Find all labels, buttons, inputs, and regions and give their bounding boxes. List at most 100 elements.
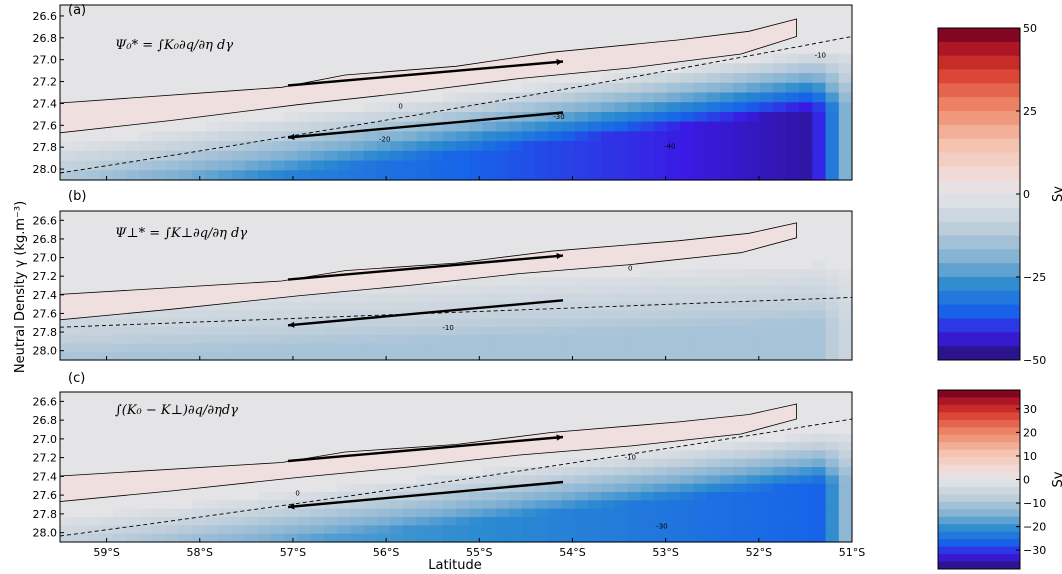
- heat-cell: [99, 141, 114, 152]
- heat-cell: [786, 268, 800, 278]
- heat-cell: [192, 508, 206, 518]
- heat-cell: [165, 351, 180, 361]
- heat-cell: [733, 302, 747, 311]
- heat-cell: [403, 517, 417, 526]
- heat-cell: [654, 170, 668, 181]
- heat-cell: [244, 170, 259, 181]
- heat-cell: [482, 318, 497, 328]
- heat-cell: [667, 73, 681, 84]
- heat-cell: [759, 310, 774, 320]
- heat-cell: [627, 475, 642, 485]
- heat-cell: [60, 170, 74, 181]
- heat-cell: [112, 533, 127, 543]
- heat-cell: [838, 268, 853, 278]
- heat-cell: [693, 450, 708, 460]
- heat-cell: [627, 458, 642, 468]
- heat-cell: [614, 467, 629, 476]
- heat-cell: [416, 111, 431, 123]
- heat-cell: [561, 121, 576, 132]
- heat-cell: [73, 343, 87, 353]
- panel-label: (b): [68, 189, 86, 204]
- heat-cell: [165, 533, 180, 543]
- heat-cell: [469, 277, 483, 287]
- heat-cell: [310, 141, 325, 152]
- heat-cell: [838, 335, 853, 345]
- heat-cell: [192, 310, 206, 320]
- heat-cell: [825, 500, 840, 510]
- heat-cell: [693, 285, 708, 295]
- heat-cell: [786, 170, 800, 181]
- heat-cell: [746, 335, 761, 345]
- heat-cell: [654, 111, 668, 123]
- heat-cell: [720, 475, 734, 485]
- heat-cell: [350, 310, 365, 320]
- contour-label: -10: [815, 52, 826, 60]
- heat-cell: [192, 318, 206, 328]
- heat-cell: [706, 450, 721, 460]
- colorbar-tick-label: −50: [1023, 354, 1046, 367]
- heat-cell: [614, 525, 629, 535]
- heat-cell: [390, 170, 404, 181]
- heat-cell: [693, 475, 708, 485]
- heat-cell: [733, 450, 747, 460]
- heat-cell: [786, 285, 800, 295]
- heat-cell: [825, 335, 840, 345]
- heat-cell: [640, 111, 655, 123]
- heat-cell: [601, 475, 615, 485]
- heat-cell: [812, 302, 827, 311]
- heat-cell: [139, 160, 153, 171]
- heat-cell: [442, 483, 457, 493]
- heat-cell: [126, 525, 140, 535]
- heat-cell: [363, 170, 378, 181]
- heat-cell: [588, 160, 602, 171]
- heat-cell: [680, 492, 695, 501]
- heat-cell: [495, 293, 510, 303]
- heat-cell: [720, 450, 734, 460]
- heat-cell: [601, 285, 615, 295]
- colorbar-band: [938, 486, 1020, 495]
- colorbar-tick-label: 0: [1023, 474, 1030, 487]
- heat-cell: [86, 326, 101, 336]
- contour-label: 0: [295, 490, 299, 498]
- heat-cell: [178, 517, 193, 526]
- heat-cell: [416, 102, 431, 113]
- heat-cell: [588, 102, 602, 113]
- heat-cell: [442, 160, 457, 171]
- heat-cell: [508, 285, 523, 295]
- heat-cell: [152, 335, 167, 345]
- heat-cell: [772, 92, 787, 103]
- heat-cell: [337, 326, 351, 336]
- heat-cell: [297, 533, 312, 543]
- colorbar-band: [938, 290, 1020, 306]
- heat-cell: [574, 111, 589, 123]
- heat-cell: [680, 268, 695, 278]
- heat-cell: [574, 467, 589, 476]
- heat-cell: [403, 335, 417, 345]
- colorbar-band: [938, 263, 1020, 278]
- heat-cell: [825, 102, 840, 113]
- heat-cell: [60, 517, 74, 526]
- heat-cell: [416, 343, 431, 353]
- heat-cell: [733, 442, 747, 451]
- heat-cell: [350, 302, 365, 311]
- heat-cell: [667, 302, 681, 311]
- heat-cell: [812, 82, 827, 94]
- heat-cell: [337, 141, 351, 152]
- heat-cell: [772, 121, 787, 132]
- heat-cell: [706, 318, 721, 328]
- heat-cell: [640, 458, 655, 468]
- heat-cell: [390, 318, 404, 328]
- heat-cell: [548, 302, 563, 311]
- heat-cell: [218, 343, 233, 353]
- heat-cell: [218, 150, 233, 162]
- heat-cell: [654, 326, 668, 336]
- heat-cell: [350, 318, 365, 328]
- heat-cell: [442, 102, 457, 113]
- heat-cell: [244, 517, 259, 526]
- heat-cell: [469, 525, 483, 535]
- heat-cell: [60, 351, 74, 361]
- heat-cell: [482, 150, 497, 162]
- y-tick-label: 27.0: [33, 252, 58, 265]
- heat-cell: [152, 343, 167, 353]
- heat-cell: [838, 525, 853, 535]
